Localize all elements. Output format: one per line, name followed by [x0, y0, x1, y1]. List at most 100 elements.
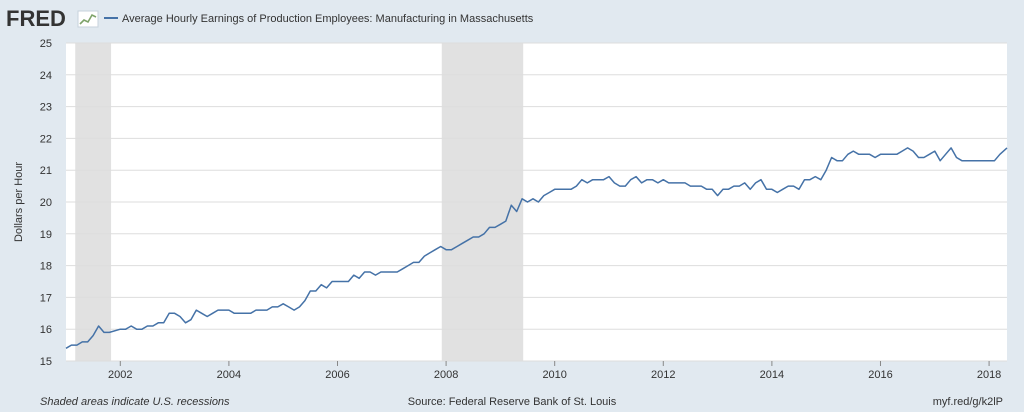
data-point: [803, 179, 805, 181]
data-point: [488, 226, 490, 228]
data-point: [955, 156, 957, 158]
data-point: [401, 268, 403, 270]
data-point: [336, 280, 338, 282]
data-point: [874, 156, 876, 158]
y-tick-label: 20: [40, 197, 52, 209]
data-point: [461, 242, 463, 244]
data-point: [879, 153, 881, 155]
data-point: [684, 182, 686, 184]
data-point: [494, 226, 496, 228]
data-point: [87, 341, 89, 343]
data-point: [640, 182, 642, 184]
data-point: [809, 179, 811, 181]
data-point: [526, 201, 528, 203]
data-point: [434, 249, 436, 251]
data-point: [722, 188, 724, 190]
data-point: [727, 188, 729, 190]
data-point: [570, 188, 572, 190]
data-point: [744, 182, 746, 184]
fred-logo[interactable]: FRED: [6, 6, 99, 31]
data-point: [564, 188, 566, 190]
data-point: [646, 179, 648, 181]
data-point: [662, 179, 664, 181]
data-point: [92, 334, 94, 336]
y-tick-label: 23: [40, 102, 52, 114]
data-point: [477, 236, 479, 238]
data-point: [445, 249, 447, 251]
data-point: [407, 264, 409, 266]
data-point: [950, 147, 952, 149]
y-tick-label: 15: [40, 356, 52, 368]
data-point: [515, 210, 517, 212]
data-point: [325, 287, 327, 289]
data-point: [380, 271, 382, 273]
data-point: [923, 156, 925, 158]
data-point: [966, 159, 968, 161]
data-point: [195, 309, 197, 311]
data-point: [630, 179, 632, 181]
data-point: [977, 159, 979, 161]
data-point: [814, 175, 816, 177]
data-point: [450, 249, 452, 251]
data-point: [70, 344, 72, 346]
y-axis-label: Dollars per Hour: [13, 162, 25, 242]
data-point: [168, 312, 170, 314]
data-point: [591, 179, 593, 181]
y-tick-label: 16: [40, 324, 52, 336]
data-point: [353, 274, 355, 276]
data-point: [912, 150, 914, 152]
data-point: [885, 153, 887, 155]
data-point: [97, 325, 99, 327]
data-point: [961, 159, 963, 161]
data-point: [602, 179, 604, 181]
data-point: [228, 309, 230, 311]
data-point: [825, 169, 827, 171]
data-point: [304, 299, 306, 301]
legend: Average Hourly Earnings of Production Em…: [104, 13, 534, 25]
data-point: [635, 175, 637, 177]
data-point: [651, 179, 653, 181]
data-point: [369, 271, 371, 273]
data-point: [271, 306, 273, 308]
data-point: [939, 159, 941, 161]
data-point: [320, 283, 322, 285]
grid-lines: [66, 42, 1007, 362]
data-point: [157, 322, 159, 324]
y-tick-label: 25: [40, 38, 52, 50]
data-point: [657, 182, 659, 184]
data-point: [439, 245, 441, 247]
data-point: [972, 159, 974, 161]
data-point: [179, 315, 181, 317]
data-point: [190, 318, 192, 320]
data-point: [277, 306, 279, 308]
data-point: [315, 290, 317, 292]
x-tick-label: 2010: [542, 369, 566, 381]
data-point: [863, 153, 865, 155]
data-point: [749, 188, 751, 190]
data-point: [65, 347, 67, 349]
data-point: [103, 331, 105, 333]
data-point: [906, 147, 908, 149]
data-point: [776, 191, 778, 193]
data-point: [233, 312, 235, 314]
data-point: [239, 312, 241, 314]
data-point: [152, 325, 154, 327]
x-tick-label: 2014: [760, 369, 784, 381]
data-point: [282, 303, 284, 305]
data-point: [1006, 147, 1008, 149]
fred-chart-icon: [77, 10, 99, 28]
x-tick-label: 2016: [868, 369, 892, 381]
data-point: [374, 274, 376, 276]
data-point: [706, 188, 708, 190]
data-point: [201, 312, 203, 314]
data-point: [575, 185, 577, 187]
data-point: [716, 194, 718, 196]
data-point: [173, 312, 175, 314]
data-point: [141, 328, 143, 330]
short-url-link[interactable]: myf.red/g/k2lP: [933, 396, 1003, 408]
data-point: [429, 252, 431, 254]
data-point: [934, 150, 936, 152]
data-point: [581, 179, 583, 181]
data-point: [852, 150, 854, 152]
data-point: [119, 328, 121, 330]
